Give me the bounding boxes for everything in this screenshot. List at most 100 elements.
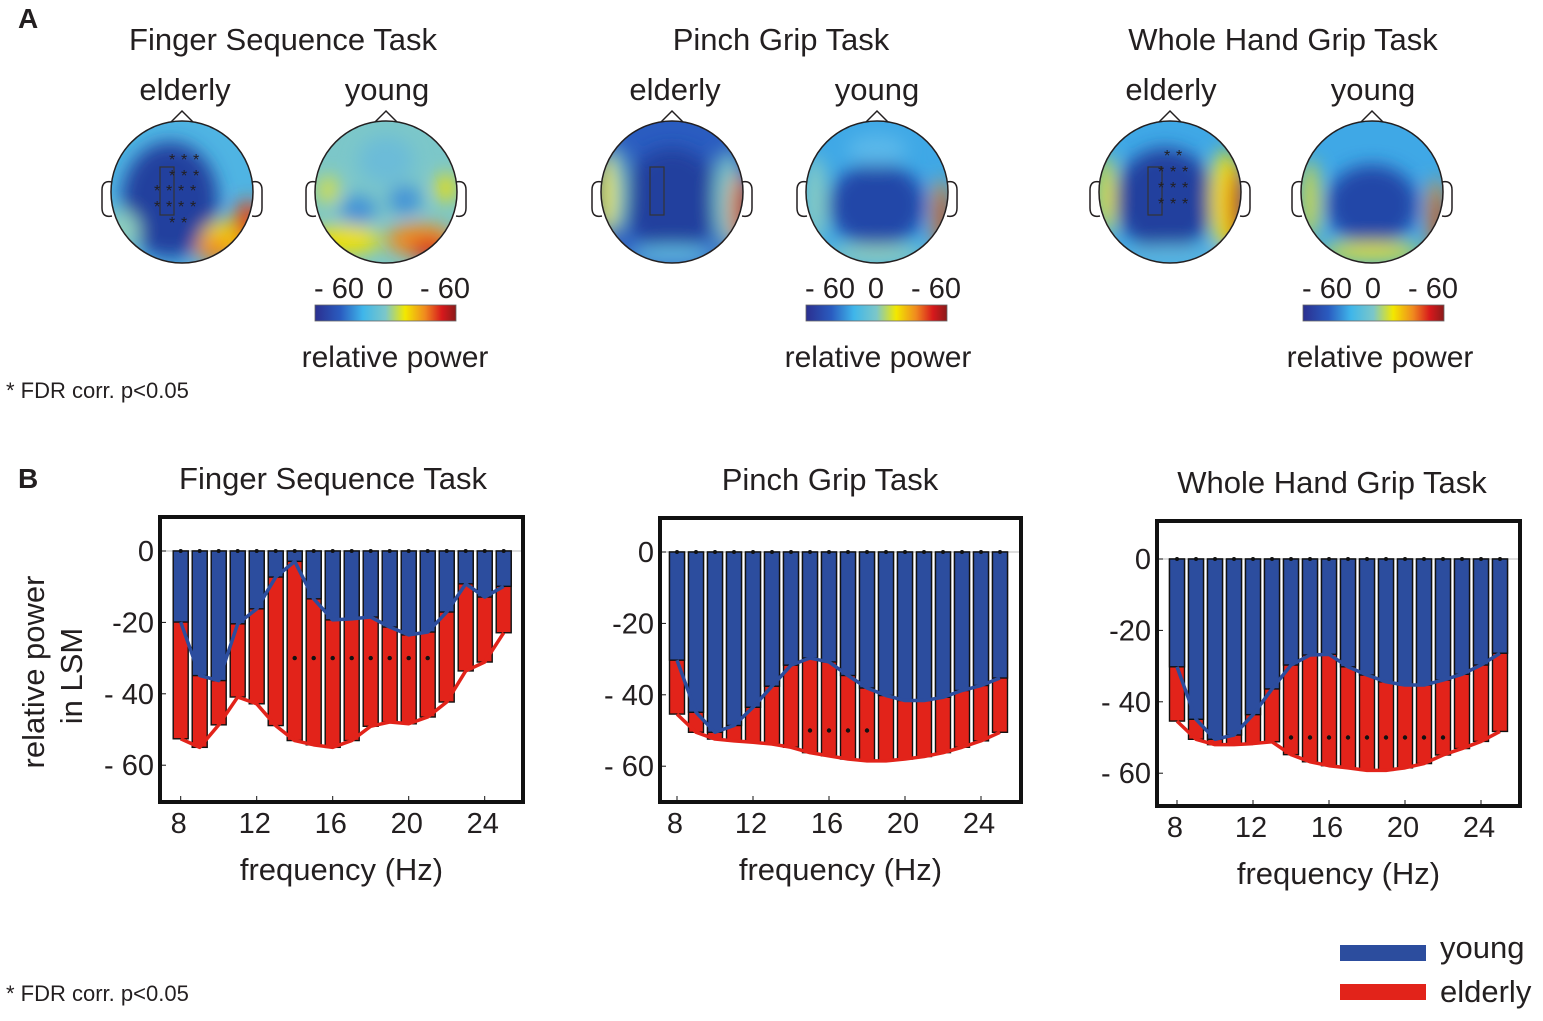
legend-label-elderly: elderly bbox=[1440, 974, 1532, 1009]
group-label-elderly: elderly bbox=[139, 72, 231, 107]
bar-marker bbox=[751, 550, 755, 554]
significance-dot bbox=[368, 655, 373, 661]
y-tick-label: -20 bbox=[112, 607, 154, 639]
bar-marker bbox=[1270, 557, 1274, 561]
power-region bbox=[436, 174, 456, 202]
bar-young bbox=[172, 550, 189, 623]
bar-marker bbox=[216, 549, 221, 553]
nose-icon bbox=[1359, 109, 1385, 124]
bar-marker bbox=[273, 549, 278, 553]
bar-marker bbox=[406, 549, 411, 553]
y-axis-label-line2: in LSM bbox=[54, 628, 89, 724]
significance-star: * bbox=[193, 168, 199, 185]
significance-dot bbox=[1364, 735, 1370, 740]
bar-marker bbox=[482, 549, 487, 553]
x-tick-label: 20 bbox=[887, 808, 919, 840]
bar-marker bbox=[998, 550, 1002, 554]
significance-star: * bbox=[1182, 164, 1188, 181]
y-tick-label: - 60 bbox=[604, 751, 654, 783]
x-tick-label: 20 bbox=[1387, 812, 1419, 844]
scalp-map bbox=[1099, 121, 1241, 263]
line-young bbox=[179, 559, 505, 683]
group-label-young: young bbox=[835, 72, 919, 107]
y-tick-label: - 40 bbox=[1101, 687, 1151, 719]
x-tick-label: 24 bbox=[467, 808, 499, 840]
x-tick-label: 24 bbox=[963, 808, 995, 840]
significance-star: * bbox=[181, 152, 187, 169]
right-ear-icon bbox=[1239, 180, 1251, 218]
bar-young bbox=[839, 551, 857, 677]
significance-star: * bbox=[181, 168, 187, 185]
bar-young bbox=[381, 550, 398, 628]
significance-dot bbox=[349, 655, 354, 661]
power-blobs bbox=[315, 136, 456, 260]
x-tick-label: 16 bbox=[315, 808, 347, 840]
bar-young bbox=[896, 551, 914, 702]
significance-star: * bbox=[169, 152, 175, 169]
bar-marker bbox=[1232, 557, 1236, 561]
x-tick-label: 8 bbox=[1167, 812, 1183, 844]
bar-marker bbox=[1498, 557, 1502, 561]
bar-marker bbox=[330, 549, 335, 553]
colorbar-label: relative power bbox=[302, 341, 489, 374]
bar-young bbox=[1244, 558, 1262, 716]
x-axis-label: frequency (Hz) bbox=[1237, 856, 1440, 891]
significance-star: * bbox=[166, 199, 172, 216]
bar-marker bbox=[1175, 557, 1179, 561]
bar-marker bbox=[425, 549, 430, 553]
significance-star: * bbox=[181, 215, 187, 232]
bar-young bbox=[972, 551, 990, 687]
bar-marker bbox=[463, 549, 468, 553]
bar-marker bbox=[387, 549, 392, 553]
significance-star: * bbox=[1158, 180, 1164, 197]
bar-young bbox=[801, 551, 819, 659]
y-tick-label: - 40 bbox=[604, 680, 654, 712]
y-tick-label: -20 bbox=[612, 608, 654, 640]
line-elderly bbox=[1175, 719, 1501, 773]
roi-box bbox=[649, 166, 665, 216]
left-ear-icon bbox=[796, 180, 808, 218]
bar-young bbox=[229, 550, 246, 625]
significance-star: * bbox=[190, 183, 196, 200]
colorbar: - 60 0 - 60 relative power bbox=[785, 273, 972, 374]
significance-star: * bbox=[166, 183, 172, 200]
significance-star: * bbox=[1182, 196, 1188, 213]
line-elderly bbox=[675, 712, 1001, 763]
power-region bbox=[1322, 242, 1422, 262]
bar-chart: Finger Sequence Task 0 -20 - 40 - 60 8 12 16 20 2… bbox=[104, 461, 525, 887]
bar-young bbox=[991, 551, 1009, 679]
plot-frame bbox=[1155, 519, 1522, 808]
bar-young bbox=[1225, 558, 1243, 736]
bar-young bbox=[687, 551, 705, 713]
bar-marker bbox=[444, 549, 449, 553]
bar-marker bbox=[732, 550, 736, 554]
bar-young bbox=[877, 551, 895, 697]
bar-young bbox=[1282, 558, 1300, 666]
bar-young bbox=[1206, 558, 1224, 740]
significance-star: * bbox=[154, 183, 160, 200]
significance-star: * bbox=[193, 152, 199, 169]
significance-star: * bbox=[1158, 196, 1164, 213]
bar-young bbox=[495, 550, 512, 588]
significance-dot bbox=[1345, 735, 1351, 740]
power-region bbox=[389, 186, 421, 214]
bar-young bbox=[476, 550, 493, 598]
bar-marker bbox=[254, 549, 259, 553]
bar-young bbox=[1453, 558, 1471, 676]
panel-b-label: B bbox=[18, 463, 38, 494]
bar-marker bbox=[1194, 557, 1198, 561]
significance-star: * bbox=[1170, 180, 1176, 197]
significance-dot bbox=[425, 655, 430, 661]
bar-marker bbox=[903, 550, 907, 554]
bar-marker bbox=[197, 549, 202, 553]
bar-marker bbox=[178, 549, 183, 553]
x-tick-label: 8 bbox=[171, 808, 187, 840]
roi-box bbox=[159, 166, 175, 216]
colorbar-tick-label: - 60 bbox=[805, 273, 855, 305]
legend: young elderly bbox=[1340, 930, 1532, 1009]
significance-star: * bbox=[1170, 164, 1176, 181]
bar-marker bbox=[979, 550, 983, 554]
bar-young bbox=[915, 551, 933, 702]
head-outline bbox=[600, 120, 744, 264]
head-outline bbox=[1300, 120, 1444, 264]
